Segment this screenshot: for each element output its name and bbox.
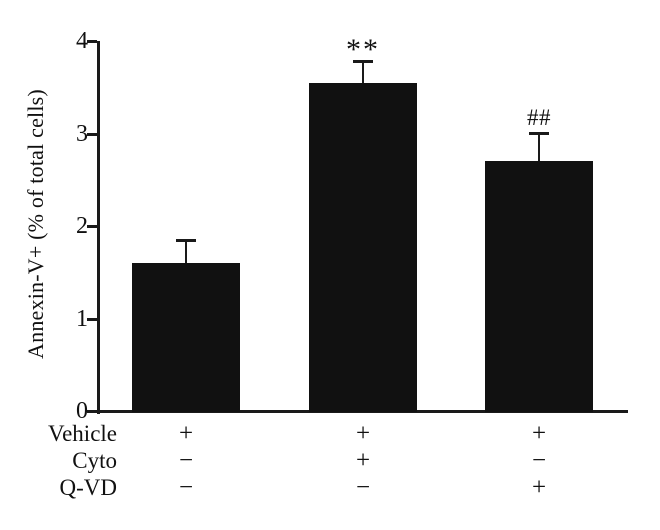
significance-annotation: ## bbox=[527, 104, 551, 130]
bar bbox=[132, 263, 240, 412]
treatment-sign-cell: − bbox=[178, 474, 194, 501]
y-tick-label: 2 bbox=[76, 213, 88, 239]
treatment-sign-cell: + bbox=[531, 474, 547, 501]
treatment-row-label: Cyto bbox=[72, 448, 117, 473]
error-bar-stem bbox=[185, 239, 187, 263]
error-bar-cap bbox=[176, 238, 196, 242]
bar bbox=[485, 161, 593, 412]
y-tick-mark bbox=[87, 410, 97, 413]
y-tick-mark bbox=[87, 132, 97, 136]
y-axis-line bbox=[97, 41, 100, 414]
treatment-row-label: Q-VD bbox=[59, 475, 118, 500]
error-bar-stem bbox=[538, 132, 540, 162]
significance-annotation: ** bbox=[346, 33, 380, 67]
y-tick-label: 0 bbox=[76, 398, 88, 424]
treatment-sign-cell: − bbox=[531, 447, 547, 474]
y-tick-mark bbox=[87, 225, 97, 228]
y-tick-label: 4 bbox=[76, 28, 88, 54]
treatment-sign-cell: − bbox=[355, 474, 371, 501]
error-bar-stem bbox=[362, 61, 364, 83]
treatment-row-label: Vehicle bbox=[48, 421, 117, 446]
error-bar-cap bbox=[529, 131, 549, 135]
error-bar-cap bbox=[353, 60, 373, 64]
treatment-sign-cell: + bbox=[178, 420, 194, 447]
treatment-sign-cell: + bbox=[531, 420, 547, 447]
y-tick-label: 3 bbox=[76, 120, 88, 147]
y-tick-label: 1 bbox=[76, 305, 88, 332]
bar bbox=[309, 82, 417, 412]
treatment-sign-cell: + bbox=[355, 420, 371, 447]
y-tick-mark bbox=[87, 40, 97, 43]
treatment-sign-cell: − bbox=[178, 447, 194, 474]
y-tick-mark bbox=[87, 317, 97, 321]
treatment-sign-cell: + bbox=[355, 447, 371, 474]
